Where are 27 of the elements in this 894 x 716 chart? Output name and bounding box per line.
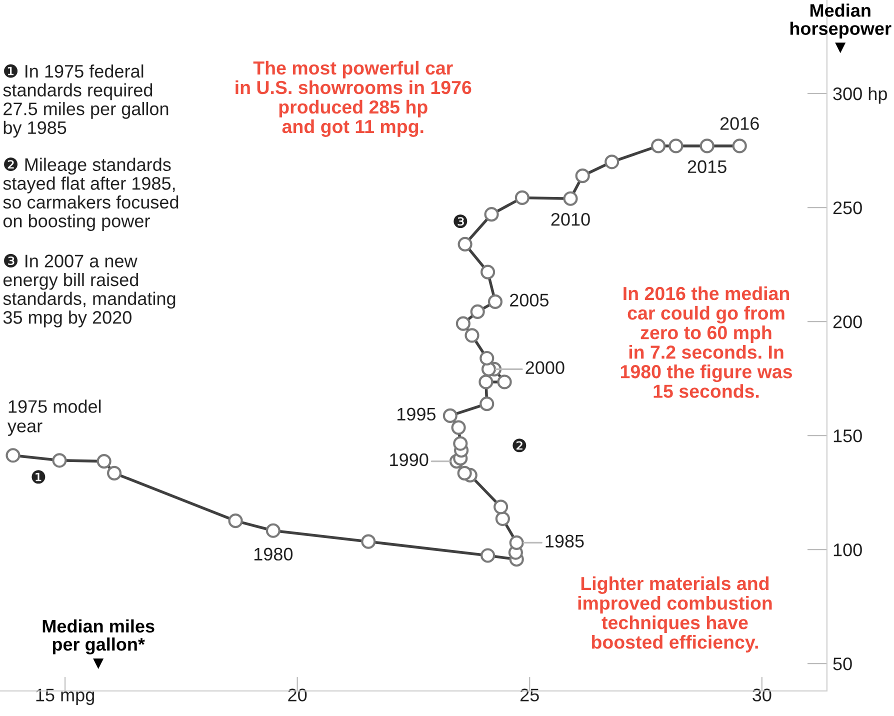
annotation: Lighter materials and improved combustion techniques have boosted efficiency.: [578, 576, 772, 652]
annotation: ❶ In 1975 federal standards required 27.5 miles per gallon by 1985: [3, 64, 168, 138]
annotation: 1985: [546, 534, 584, 548]
annotation: ❸: [454, 214, 468, 228]
annotation: 1995: [398, 408, 436, 421]
annotation: 1990: [390, 453, 428, 466]
annotation: In 2016 the median car could go from zero to 60 mph in 7.2 seconds. In 1980 the figure was 15 seconds.: [620, 286, 792, 398]
y-tick-label: 50: [833, 658, 852, 670]
annotation: ❶: [32, 470, 46, 484]
annotation: The most powerful car in U.S. showrooms in 1976 produced 285 hp and got 11 mpg.: [236, 60, 472, 137]
annotation: 2000: [526, 361, 564, 374]
annotation: 2015: [688, 160, 726, 174]
y-tick-label: 200: [833, 315, 862, 328]
x-axis-title: Median miles per gallon* ▼: [42, 619, 154, 670]
annotation: ❸ In 2007 a new energy bill raised standards, mandating 35 mpg by 2020: [3, 254, 176, 328]
annotation: 2010: [551, 212, 590, 226]
annotation: ❷ Mileage standards stayed flat after 1985, so carmakers focused on boosting power: [3, 158, 178, 231]
annotation: 1980: [254, 548, 293, 561]
y-tick-label: 250: [833, 201, 862, 214]
annotation: 2016: [720, 117, 759, 130]
y-tick-label: 100: [834, 543, 862, 556]
y-tick-label: 150: [834, 429, 862, 442]
annotation: 2005: [510, 294, 549, 307]
y-tick-label: 300 hp: [833, 86, 887, 104]
annotation: ❷: [512, 438, 526, 452]
annotation: 1975 model year: [8, 400, 101, 436]
y-axis-title: Median horsepower ▼: [790, 4, 892, 54]
